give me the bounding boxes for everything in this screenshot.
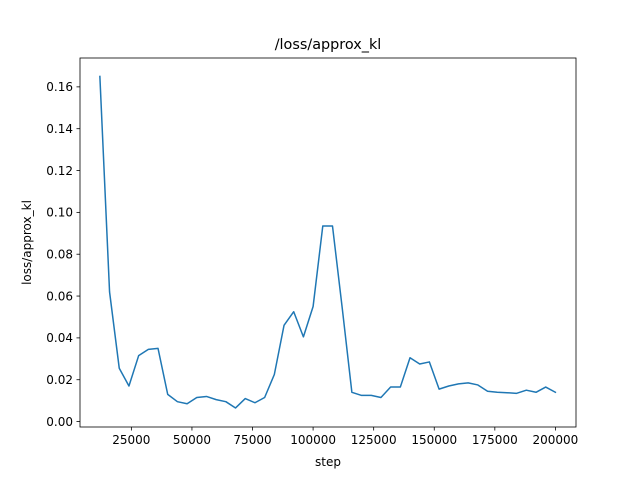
y-axis: 0.00 0.02 0.04 0.06 0.08 0.10 0.12 0.14 0.16: [46, 80, 80, 429]
x-tick-label: 50000: [173, 433, 211, 447]
x-tick-label: 150000: [411, 433, 457, 447]
x-tick-label: 200000: [532, 433, 578, 447]
y-tick-label: 0.08: [46, 248, 73, 262]
x-axis: 25000 50000 75000 100000 125000 150000 175000 2…: [112, 427, 578, 447]
y-axis-title: loss/approx_kl: [20, 200, 34, 285]
axes-frame: [79, 57, 577, 428]
series-line-0: [99, 75, 557, 409]
x-tick-label: 125000: [351, 433, 397, 447]
x-tick-label: 75000: [233, 433, 271, 447]
y-tick-label: 0.00: [46, 415, 73, 429]
y-tick-label: 0.14: [46, 122, 73, 136]
y-tick-label: 0.12: [46, 164, 73, 178]
y-tick-label: 0.02: [46, 373, 73, 387]
y-tick-label: 0.04: [46, 331, 73, 345]
y-tick-label: 0.16: [46, 80, 73, 94]
x-tick-label: 100000: [290, 433, 336, 447]
y-tick-label: 0.06: [46, 289, 73, 303]
x-axis-title: step: [315, 455, 341, 469]
y-tick-label: 0.10: [46, 206, 73, 220]
chart-title: /loss/approx_kl: [275, 37, 382, 53]
plot-area: [79, 57, 577, 428]
x-tick-label: 25000: [112, 433, 150, 447]
x-tick-label: 175000: [472, 433, 518, 447]
